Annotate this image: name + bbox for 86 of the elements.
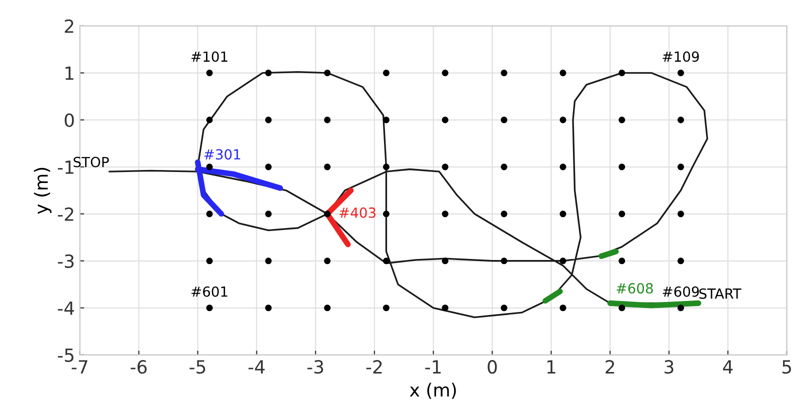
point: [560, 164, 566, 170]
x-tick-label: -7: [72, 360, 88, 374]
point: [206, 164, 213, 170]
point: [265, 210, 272, 218]
x-tick-label: 3: [664, 360, 674, 374]
point: [265, 258, 272, 264]
point: [677, 116, 684, 124]
point: [206, 210, 213, 218]
point: [500, 70, 508, 76]
annotation: #109: [662, 51, 699, 62]
x-tick-label: 4: [723, 360, 733, 374]
point: [618, 70, 626, 76]
x-tick-label: 1: [547, 360, 556, 374]
y-tick-label: -3: [58, 254, 74, 268]
x-tick-label: -5: [190, 360, 206, 374]
series-label: #608: [616, 283, 653, 294]
point: [560, 210, 566, 218]
point: [618, 116, 626, 124]
point: [560, 116, 566, 124]
point: [677, 258, 684, 264]
x-tick-label: 5: [782, 360, 791, 374]
x-axis-title: x (m): [410, 382, 456, 399]
point: [382, 116, 390, 124]
annotation: #601: [191, 286, 228, 297]
point: [265, 70, 272, 76]
point: [442, 164, 448, 170]
point: [382, 210, 390, 218]
y-tick-label: -1: [58, 160, 74, 174]
y-tick-label: 2: [64, 19, 74, 33]
point: [324, 164, 331, 170]
annotation: START: [699, 288, 742, 299]
point: [500, 304, 508, 312]
x-tick-label: -2: [366, 360, 382, 374]
point: [677, 164, 684, 170]
y-tick-label: -2: [58, 207, 74, 221]
point: [618, 304, 626, 312]
annotation: STOP: [74, 156, 109, 168]
point: [324, 304, 331, 312]
x-tick-label: -4: [248, 360, 265, 374]
point: [382, 258, 390, 264]
x-tick-label: 2: [606, 360, 614, 374]
y-tick-label: -5: [58, 348, 74, 362]
point: [500, 116, 508, 124]
point: [677, 70, 684, 76]
x-tick-label: -1: [425, 360, 441, 374]
x-tick-label: -6: [130, 360, 147, 374]
point: [500, 258, 508, 264]
point: [560, 70, 566, 76]
point: [618, 210, 626, 218]
point: [442, 258, 448, 264]
annotation: #609: [662, 286, 699, 297]
point: [206, 70, 213, 76]
point: [382, 70, 390, 76]
y-tick-label: -4: [58, 302, 74, 315]
point: [677, 210, 684, 218]
point: [206, 116, 213, 124]
point: [324, 116, 331, 124]
point: [382, 164, 390, 170]
point: [442, 304, 448, 312]
annotation: #101: [191, 51, 228, 62]
series-label: #301: [204, 149, 240, 160]
point: [324, 70, 331, 76]
point: [206, 304, 213, 312]
point: [324, 258, 331, 264]
point: [442, 70, 448, 76]
y-tick-label: 0: [64, 113, 74, 128]
point: [442, 116, 448, 124]
point: [560, 304, 566, 312]
point: [206, 258, 213, 264]
y-axis-title: y (m): [34, 168, 52, 214]
point: [382, 304, 390, 312]
point: [677, 304, 684, 312]
series-label: #403: [340, 207, 376, 218]
point: [500, 210, 508, 218]
point: [442, 210, 448, 218]
point: [324, 210, 331, 218]
point: [265, 116, 272, 124]
y-tick-label: 1: [66, 66, 74, 80]
x-tick-label: 0: [488, 360, 497, 374]
point: [618, 258, 626, 264]
point: [265, 304, 272, 312]
point: [618, 164, 626, 170]
point: [265, 164, 272, 170]
x-tick-label: -3: [307, 360, 324, 374]
point: [500, 164, 508, 170]
point: [560, 258, 566, 264]
